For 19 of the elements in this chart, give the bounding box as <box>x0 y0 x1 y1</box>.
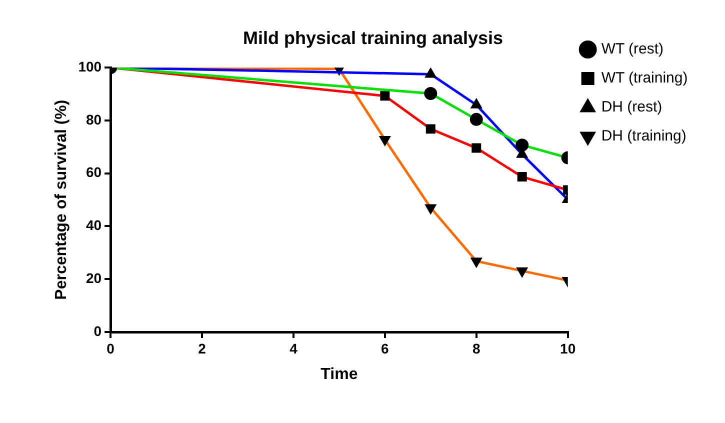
chart-title: Mild physical training analysis <box>242 28 504 48</box>
x-axis-title: Time <box>320 366 358 383</box>
y-tick-label: 60 <box>86 164 102 180</box>
y-tick-label: 20 <box>86 270 102 286</box>
x-tick-label: 8 <box>472 340 480 356</box>
y-axis-title: Percentage of survival (%) <box>53 100 70 300</box>
y-tick-label: 100 <box>78 58 102 74</box>
legend-label: WT (training) <box>601 70 688 87</box>
x-tick-label: 10 <box>560 340 576 356</box>
y-tick-label: 80 <box>86 111 102 128</box>
x-tick-label: 0 <box>106 340 115 356</box>
legend-label: DH (rest) <box>601 98 662 116</box>
x-tick-label: 6 <box>381 340 390 356</box>
x-tick-label: 4 <box>290 340 298 356</box>
y-tick-label: 0 <box>94 322 102 339</box>
x-tick-label: 2 <box>198 340 206 356</box>
legend-label: WT (rest) <box>601 40 664 58</box>
legend-label: DH (training) <box>601 128 686 145</box>
y-tick-label: 40 <box>86 217 102 234</box>
